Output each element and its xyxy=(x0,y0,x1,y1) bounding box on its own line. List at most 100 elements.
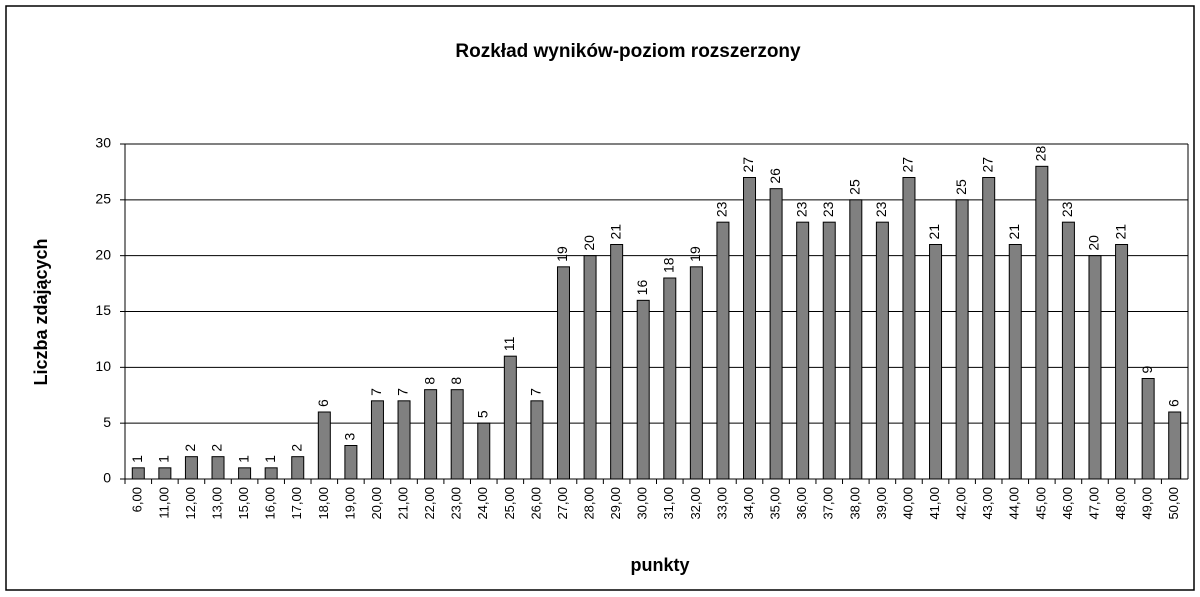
data-label: 7 xyxy=(368,388,384,396)
data-label: 9 xyxy=(1139,366,1155,374)
data-label: 2 xyxy=(182,444,198,452)
x-tick-label: 30,00 xyxy=(635,487,650,520)
bar xyxy=(636,299,650,480)
data-label: 21 xyxy=(607,224,623,240)
chart-frame xyxy=(5,5,1195,591)
x-tick-label: 17,00 xyxy=(289,487,304,520)
bar xyxy=(822,221,836,480)
bar xyxy=(610,244,624,480)
data-label: 1 xyxy=(156,455,172,463)
bar xyxy=(849,199,863,480)
x-tick-label: 32,00 xyxy=(688,487,703,520)
bar xyxy=(264,467,278,480)
x-tick-label: 44,00 xyxy=(1007,487,1022,520)
y-tick-label: 30 xyxy=(95,135,111,151)
bar xyxy=(291,456,305,480)
data-label: 1 xyxy=(262,455,278,463)
bar xyxy=(317,411,331,480)
data-label: 11 xyxy=(501,336,517,351)
x-tick-label: 43,00 xyxy=(980,487,995,520)
data-label: 3 xyxy=(342,433,358,441)
data-label: 26 xyxy=(767,168,783,184)
data-label: 21 xyxy=(1006,224,1022,240)
bar xyxy=(184,456,198,480)
data-label: 23 xyxy=(820,201,836,217)
y-tick-label: 10 xyxy=(95,358,111,374)
x-tick-label: 16,00 xyxy=(263,487,278,520)
x-tick-label: 26,00 xyxy=(528,487,543,520)
x-tick-label: 38,00 xyxy=(847,487,862,520)
bar xyxy=(158,467,172,480)
data-label: 2 xyxy=(209,444,225,452)
bar xyxy=(716,221,730,480)
data-label: 23 xyxy=(1059,201,1075,217)
data-label: 18 xyxy=(660,257,676,273)
data-label: 7 xyxy=(528,388,544,396)
bar xyxy=(370,400,384,480)
bar xyxy=(1035,165,1049,480)
bar xyxy=(530,400,544,480)
bar xyxy=(477,422,491,480)
x-tick-label: 40,00 xyxy=(900,487,915,520)
x-tick-label: 28,00 xyxy=(582,487,597,520)
data-label: 16 xyxy=(634,280,650,296)
x-tick-label: 11,00 xyxy=(156,487,171,519)
y-tick-label: 15 xyxy=(95,302,111,318)
y-tick-label: 25 xyxy=(95,191,111,207)
data-label: 6 xyxy=(1165,399,1181,407)
x-tick-label: 33,00 xyxy=(714,487,729,520)
data-label: 27 xyxy=(900,157,916,173)
x-tick-label: 12,00 xyxy=(183,487,198,520)
bar xyxy=(1088,255,1102,480)
data-label: 21 xyxy=(926,224,942,240)
bar xyxy=(902,177,916,480)
bar xyxy=(929,244,943,480)
data-label: 20 xyxy=(581,235,597,251)
bar xyxy=(238,467,252,480)
bar xyxy=(424,389,438,480)
bar xyxy=(955,199,969,480)
x-tick-label: 49,00 xyxy=(1140,487,1155,520)
x-tick-label: 23,00 xyxy=(449,487,464,520)
x-axis-title: punkty xyxy=(630,555,689,575)
bar xyxy=(211,456,225,480)
x-tick-label: 39,00 xyxy=(874,487,889,520)
x-tick-label: 36,00 xyxy=(794,487,809,520)
chart-title: Rozkład wyników-poziom rozszerzony xyxy=(455,41,801,62)
y-tick-label: 5 xyxy=(103,414,111,430)
bar xyxy=(1008,244,1022,480)
data-label: 23 xyxy=(714,201,730,217)
x-tick-label: 20,00 xyxy=(369,487,384,520)
x-tick-label: 21,00 xyxy=(395,487,410,520)
data-label: 27 xyxy=(979,157,995,173)
bar xyxy=(556,266,570,480)
y-tick-label: 20 xyxy=(95,246,111,262)
x-tick-label: 35,00 xyxy=(768,487,783,520)
bar xyxy=(503,355,517,480)
bar xyxy=(769,188,783,480)
data-label: 1 xyxy=(235,455,251,463)
bar xyxy=(982,177,996,480)
data-label: 23 xyxy=(873,201,889,217)
data-label: 23 xyxy=(793,201,809,217)
x-tick-label: 27,00 xyxy=(555,487,570,520)
bar xyxy=(131,467,145,480)
bar xyxy=(1141,378,1155,480)
x-tick-label: 6,00 xyxy=(130,487,145,512)
x-tick-label: 42,00 xyxy=(954,487,969,520)
bar xyxy=(875,221,889,480)
data-label: 20 xyxy=(1086,235,1102,251)
bar xyxy=(689,266,703,480)
bar xyxy=(397,400,411,480)
x-tick-label: 29,00 xyxy=(608,487,623,520)
x-tick-label: 50,00 xyxy=(1166,487,1181,520)
x-tick-label: 47,00 xyxy=(1086,487,1101,520)
bar xyxy=(1168,411,1182,480)
data-label: 19 xyxy=(554,246,570,262)
data-label: 25 xyxy=(847,179,863,195)
data-label: 8 xyxy=(448,377,464,385)
x-tick-label: 34,00 xyxy=(741,487,756,520)
bar xyxy=(796,221,810,480)
data-label: 7 xyxy=(395,388,411,396)
